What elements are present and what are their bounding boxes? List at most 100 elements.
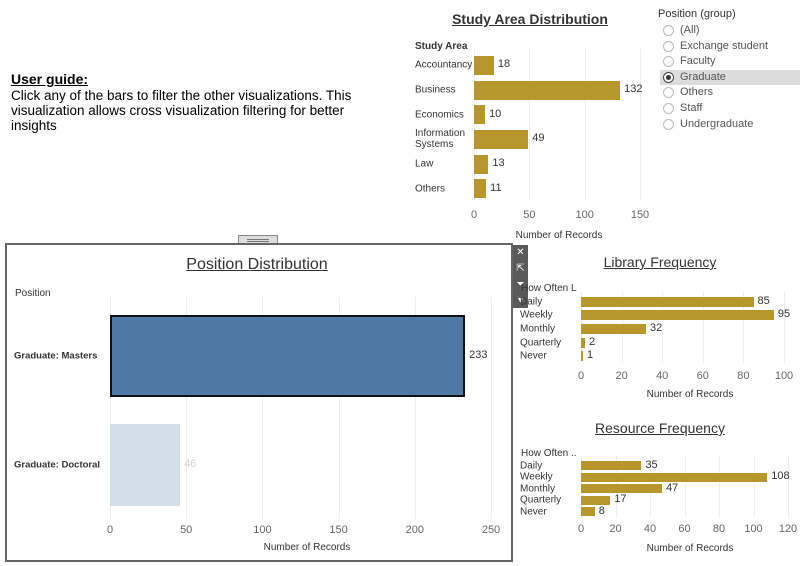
bar[interactable] bbox=[474, 179, 487, 199]
external-link-icon[interactable]: ⇱ bbox=[516, 263, 525, 274]
radio-icon[interactable] bbox=[663, 103, 674, 114]
x-tick-label: 50 bbox=[523, 209, 536, 221]
bar[interactable] bbox=[110, 423, 181, 506]
gridline bbox=[719, 456, 720, 518]
category-label[interactable]: Graduate: Doctoral bbox=[14, 459, 101, 470]
legend-option-label: Graduate bbox=[680, 70, 726, 83]
category-label[interactable]: Business bbox=[415, 84, 456, 96]
legend-option[interactable]: Graduate bbox=[660, 69, 800, 85]
legend-option-label: Undergraduate bbox=[680, 117, 754, 130]
gridline bbox=[702, 291, 704, 363]
bar[interactable] bbox=[474, 129, 529, 149]
x-tick-label: 100 bbox=[253, 524, 272, 536]
x-tick-label: 0 bbox=[577, 523, 585, 535]
library-frequency-header: How Often L bbox=[521, 283, 577, 294]
category-label[interactable]: Accountancy bbox=[415, 59, 473, 71]
category-label[interactable]: Weekly bbox=[520, 471, 553, 483]
category-label[interactable]: Quarterly bbox=[520, 494, 562, 506]
bar[interactable] bbox=[581, 351, 584, 362]
bar[interactable] bbox=[581, 495, 611, 505]
legend-option[interactable]: Undergraduate bbox=[660, 117, 800, 132]
gridline bbox=[110, 297, 111, 519]
bar[interactable] bbox=[581, 507, 595, 517]
gridline bbox=[662, 291, 664, 363]
position-distribution-title: Position Distribution bbox=[186, 256, 328, 273]
legend-option[interactable]: Exchange student bbox=[660, 39, 800, 54]
bar[interactable] bbox=[474, 105, 486, 125]
legend-option-label: Faculty bbox=[680, 55, 716, 68]
radio-icon[interactable] bbox=[663, 87, 674, 99]
resource-frequency-title: Resource Frequency bbox=[595, 420, 725, 436]
x-tick-label: 100 bbox=[575, 209, 594, 221]
bar[interactable] bbox=[581, 310, 774, 321]
category-label[interactable]: Daily bbox=[520, 460, 543, 472]
bar[interactable] bbox=[581, 324, 646, 334]
category-label[interactable]: Never bbox=[520, 350, 547, 362]
category-label[interactable]: Economics bbox=[415, 109, 464, 121]
position-x-axis-title: Number of Records bbox=[263, 542, 351, 553]
bar[interactable] bbox=[474, 55, 494, 75]
study-area-title: Study Area Distribution bbox=[452, 11, 608, 27]
data-label: 46 bbox=[184, 457, 197, 470]
close-icon[interactable]: ✕ bbox=[516, 247, 525, 258]
gridline bbox=[788, 456, 789, 518]
user-guide-text: Click any of the bars to filter the othe… bbox=[11, 88, 352, 133]
data-label: 2 bbox=[589, 335, 596, 348]
panel-toolbar: ✕ ⇱ ⏷ ▾ bbox=[513, 245, 528, 308]
x-tick-label: 120 bbox=[778, 523, 798, 535]
category-label[interactable]: Law bbox=[415, 158, 434, 170]
bar[interactable] bbox=[581, 461, 642, 471]
category-label[interactable]: Others bbox=[415, 183, 446, 195]
category-label[interactable]: Never bbox=[520, 506, 547, 518]
data-label: 108 bbox=[771, 470, 790, 483]
legend-option[interactable]: (All) bbox=[660, 23, 800, 38]
bar[interactable] bbox=[110, 314, 466, 397]
data-label: 10 bbox=[489, 107, 502, 120]
x-tick-label: 200 bbox=[405, 524, 424, 536]
bar[interactable] bbox=[581, 484, 663, 494]
bar[interactable] bbox=[581, 296, 754, 307]
gridline bbox=[474, 49, 475, 202]
gridline bbox=[684, 456, 686, 518]
radio-icon[interactable] bbox=[663, 71, 674, 83]
category-label[interactable]: Quarterly bbox=[520, 337, 562, 349]
radio-icon[interactable] bbox=[663, 25, 674, 36]
radio-icon[interactable] bbox=[663, 118, 674, 130]
legend-option-label: Staff bbox=[680, 102, 703, 114]
bar[interactable] bbox=[474, 154, 489, 174]
library-x-axis-title: Number of Records bbox=[646, 389, 734, 400]
bar[interactable] bbox=[581, 472, 768, 482]
bar[interactable] bbox=[581, 337, 586, 348]
filter-icon[interactable]: ⏷ bbox=[516, 279, 525, 290]
legend-option[interactable]: Staff bbox=[660, 101, 800, 116]
data-label: 35 bbox=[645, 458, 658, 471]
library-frequency-title: Library Frequency bbox=[603, 254, 717, 270]
gridline bbox=[491, 297, 492, 519]
dropdown-arrow-icon[interactable]: ▾ bbox=[517, 295, 524, 306]
x-tick-label: 50 bbox=[180, 524, 193, 536]
x-tick-label: 0 bbox=[470, 209, 478, 221]
resource-x-axis-title: Number of Records bbox=[646, 543, 734, 554]
data-label: 13 bbox=[492, 157, 505, 170]
category-label[interactable]: Graduate: Masters bbox=[14, 350, 98, 361]
legend-option[interactable]: Others bbox=[660, 85, 800, 100]
x-tick-label: 150 bbox=[630, 209, 650, 221]
legend-option[interactable]: Faculty bbox=[660, 54, 800, 69]
x-tick-label: 80 bbox=[737, 370, 750, 382]
x-tick-label: 20 bbox=[609, 523, 622, 535]
position-header: Position bbox=[15, 288, 51, 299]
category-label[interactable]: Monthly bbox=[520, 483, 556, 495]
category-label[interactable]: Information Systems bbox=[415, 128, 466, 151]
position-group-legend-title: Position (group) bbox=[658, 8, 736, 20]
gridline bbox=[529, 49, 531, 202]
gridline bbox=[338, 297, 340, 519]
x-tick-label: 20 bbox=[615, 370, 628, 382]
data-label: 1 bbox=[587, 349, 594, 362]
x-tick-label: 60 bbox=[678, 523, 691, 535]
category-label[interactable]: Daily bbox=[520, 296, 543, 308]
radio-icon[interactable] bbox=[663, 40, 674, 52]
bar[interactable] bbox=[474, 80, 621, 100]
category-label[interactable]: Weekly bbox=[520, 309, 553, 321]
radio-icon[interactable] bbox=[663, 56, 674, 68]
category-label[interactable]: Monthly bbox=[520, 323, 556, 335]
